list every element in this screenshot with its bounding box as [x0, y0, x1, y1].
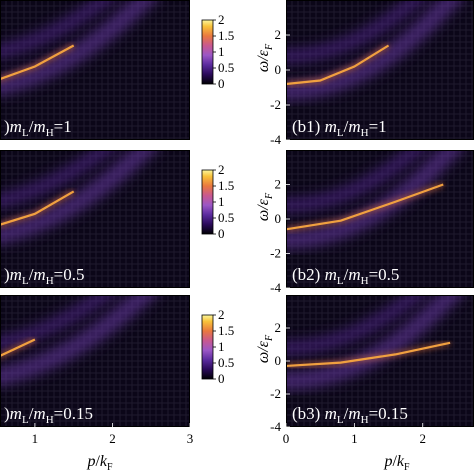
panel-frame	[0, 295, 190, 427]
x-tick-label: 3	[187, 431, 194, 446]
y-tick-label: -2	[270, 246, 281, 261]
heatmap-content	[0, 0, 157, 96]
colorbar-tick-label: 0.5	[218, 355, 234, 370]
colorbar-tick-label: 1	[218, 194, 225, 209]
y-tick-label: 2	[275, 320, 282, 335]
colorbar	[201, 19, 214, 85]
colorbar	[201, 314, 214, 380]
panel-label: )mL/mH=0.5	[4, 265, 85, 287]
heatmap-content	[286, 295, 463, 390]
continuum-band-upper	[0, 295, 116, 351]
colorbar-tick-label: 2	[218, 12, 225, 27]
colorbar-tick-label: 1	[218, 44, 225, 59]
heatmap-content	[0, 150, 157, 245]
panel-label: (b2) mL/mH=0.5	[292, 265, 399, 287]
colorbar-tick-label: 1	[218, 339, 225, 354]
continuum-band-upper	[286, 295, 426, 355]
x-tick-label: 2	[109, 431, 116, 446]
continuum-band	[0, 150, 157, 245]
continuum-band-upper	[286, 150, 426, 213]
colorbar-tick-label: 2	[218, 307, 225, 322]
y-tick-label: -4	[270, 280, 281, 295]
y-axis-label: ω/εF	[255, 43, 275, 72]
panel-frame	[0, 150, 190, 288]
y-tick-label: -4	[270, 132, 281, 147]
y-tick-label: -2	[270, 386, 281, 401]
axis-labels-group: p/kF p/kF	[86, 453, 410, 473]
panel-frame	[0, 0, 190, 140]
colorbar-tick-label: 2	[218, 162, 225, 177]
colorbar-tick-label: 0	[218, 371, 225, 386]
x-axis-label-right: p/kF	[383, 453, 410, 473]
y-tick-label: 2	[275, 27, 282, 42]
x-axis-label-left: p/kF	[86, 453, 113, 473]
panel-label: )mL/mH=0.15	[4, 404, 93, 426]
panel-b2: (b2) mL/mH=0.5 2 0 -2 -4 ω/εF	[255, 150, 474, 295]
x-tick-label: 1	[32, 431, 39, 446]
y-tick-label: 0	[275, 62, 282, 77]
heatmap-content	[286, 0, 463, 101]
dispersion-curve	[0, 338, 36, 358]
panel-label: )mL/mH=1	[4, 117, 72, 139]
panel-a1: )mL/mH=1 21.510.50	[0, 0, 234, 140]
x-tick-label: 1	[351, 431, 358, 446]
continuum-band	[0, 295, 157, 386]
panel-label: (b1) mL/mH=1	[292, 117, 387, 139]
heatmap-grid	[286, 0, 474, 140]
dispersion-curve	[286, 44, 390, 86]
continuum-band	[0, 0, 157, 96]
y-tick-label: -2	[270, 97, 281, 112]
dispersion-curve	[0, 190, 75, 226]
y-axis-label: ω/εF	[255, 192, 275, 221]
y-tick-label: 0	[275, 353, 282, 368]
panel-label: (b3) mL/mH=0.15	[292, 404, 408, 426]
colorbar-tick-label: 1.5	[218, 323, 234, 338]
panel-b1: (b1) mL/mH=1 2 0 -2 -4 ω/εF	[255, 0, 474, 147]
dispersion-curve	[286, 183, 444, 231]
colorbar-tick-label: 0	[218, 226, 225, 241]
continuum-band	[286, 0, 463, 101]
heatmap-content	[0, 295, 157, 386]
y-tick-label: 2	[275, 177, 282, 192]
heatmap-content	[286, 150, 463, 249]
continuum-band	[286, 150, 463, 249]
colorbar-tick-label: 0	[218, 76, 225, 91]
colorbar-tick-label: 0.5	[218, 60, 234, 75]
x-tick-label: 2	[419, 431, 426, 446]
x-tick-label: 0	[283, 431, 290, 446]
colorbar-tick-label: 1.5	[218, 28, 234, 43]
dispersion-curve	[286, 341, 451, 368]
y-axis-label: ω/εF	[255, 334, 275, 363]
colorbar-tick-label: 1.5	[218, 178, 234, 193]
panels-group: )mL/mH=121.510.50)mL/mH=0.521.510.50)mL/…	[0, 0, 474, 446]
colorbar	[201, 169, 214, 235]
continuum-band-upper	[286, 0, 426, 64]
dispersion-curve	[0, 44, 75, 81]
continuum-band-upper	[0, 0, 115, 59]
y-tick-label: 0	[275, 211, 282, 226]
continuum-band-upper	[0, 150, 115, 208]
y-tick-label: -4	[270, 419, 281, 434]
panel-a2: )mL/mH=0.5 21.510.50	[0, 150, 234, 288]
colorbar-tick-label: 0.5	[218, 210, 234, 225]
